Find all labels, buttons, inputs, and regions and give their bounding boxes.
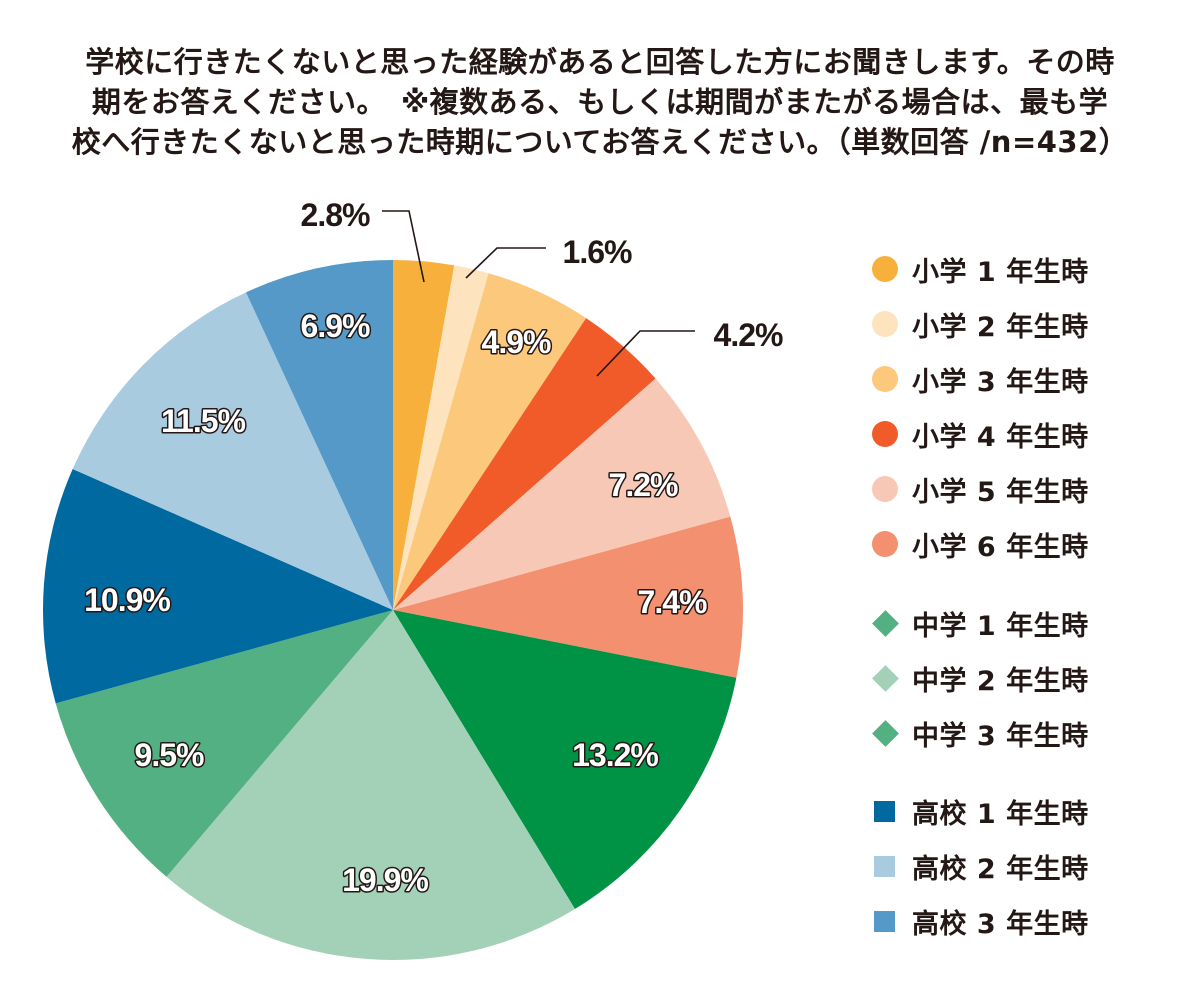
- chart-title-line-3: 校へ行きたくないと思った時期についてお答えください。（単数回答 /n=432）: [71, 125, 1129, 159]
- legend-swatch-diamond: [872, 719, 899, 747]
- slice-label-1: 2.8%: [301, 197, 370, 233]
- leader-line-1: [382, 210, 425, 283]
- legend-label: 小学 6 年生時: [912, 531, 1089, 563]
- pie-slice-5: [393, 378, 731, 610]
- legend-swatch-diamond: [872, 609, 899, 637]
- legend-swatch-circle: [872, 421, 898, 447]
- leader-line-2: [465, 247, 546, 279]
- pie-slice-9: [55, 610, 393, 877]
- legend-label: 小学 4 年生時: [912, 421, 1089, 453]
- pie-slice-8: [166, 610, 575, 961]
- legend-swatch-circle: [872, 531, 898, 557]
- slice-label-10: 10.9%: [84, 582, 170, 618]
- legend-item-3: 小学 3 年生時: [872, 359, 1089, 399]
- slice-label-6: 7.4%: [638, 584, 707, 620]
- pie-slice-7: [393, 610, 737, 909]
- slice-labels: 2.8% 1.6% 4.9% 4.2% 7.2% 7.4% 13.2% 19.9% 9.5% 10…: [83, 197, 784, 900]
- pie-slice-12: [245, 260, 393, 610]
- legend-swatch-square: [874, 855, 895, 877]
- legend-label: 小学 3 年生時: [912, 366, 1089, 398]
- pie-slice-3: [393, 273, 587, 610]
- slice-label-8: 19.9%: [342, 862, 428, 898]
- slice-label-4: 4.2%: [714, 317, 783, 353]
- legend-item-10: 高校 1 年生時: [872, 791, 1089, 831]
- legend-item-5: 小学 5 年生時: [872, 469, 1089, 509]
- leader-line-4: [596, 330, 695, 377]
- pie-slice-10: [43, 468, 393, 704]
- pie-slice-1: [393, 260, 455, 610]
- pie-slice-4: [393, 318, 656, 610]
- legend-item-8: 中学 2 年生時: [872, 658, 1089, 698]
- pie-slice-6: [393, 516, 743, 678]
- slice-label-7: 13.2%: [572, 737, 658, 773]
- slice-label-3: 4.9%: [482, 324, 551, 360]
- chart-title: 学校に行きたくないと思った経験があると回答した方にお聞きします。その時 期をお答…: [30, 42, 1170, 162]
- pie-slice-2: [393, 265, 489, 610]
- slice-label-2: 1.6%: [563, 234, 632, 270]
- slice-label-11: 11.5%: [161, 403, 246, 439]
- legend-swatch-circle: [872, 366, 898, 392]
- legend-label: 中学 2 年生時: [912, 665, 1089, 697]
- pie-slices: [43, 260, 743, 961]
- legend-item-4: 小学 4 年生時: [872, 414, 1089, 454]
- legend-swatch-square: [874, 800, 895, 822]
- leader-lines: [382, 210, 695, 377]
- legend-swatch-circle: [872, 311, 898, 337]
- legend-label: 高校 3 年生時: [912, 908, 1089, 940]
- chart-title-line-1: 学校に行きたくないと思った経験があると回答した方にお聞きします。その時: [85, 45, 1115, 79]
- legend-item-12: 高校 3 年生時: [872, 901, 1089, 941]
- slice-label-5: 7.2%: [609, 467, 678, 503]
- pie-slice-11: [72, 292, 394, 610]
- legend-label: 小学 1 年生時: [912, 256, 1089, 288]
- legend-label: 高校 1 年生時: [912, 798, 1089, 830]
- legend-swatch-circle: [872, 256, 898, 282]
- legend-swatch-circle: [872, 476, 898, 502]
- legend: 小学 1 年生時 小学 2 年生時 小学 3 年生時 小学 4 年生時 小学 5 年生時…: [872, 249, 1192, 949]
- legend-label: 小学 2 年生時: [912, 311, 1089, 343]
- legend-item-11: 高校 2 年生時: [872, 846, 1089, 886]
- legend-item-2: 小学 2 年生時: [872, 304, 1089, 344]
- legend-label: 中学 3 年生時: [912, 720, 1089, 752]
- legend-label: 小学 5 年生時: [912, 476, 1089, 508]
- legend-item-9: 中学 3 年生時: [872, 713, 1089, 753]
- slice-label-9: 9.5%: [135, 737, 204, 773]
- slice-label-12: 6.9%: [301, 308, 370, 344]
- legend-label: 高校 2 年生時: [912, 853, 1089, 885]
- legend-item-7: 中学 1 年生時: [872, 603, 1089, 643]
- legend-swatch-square: [874, 910, 895, 932]
- legend-label: 中学 1 年生時: [912, 610, 1089, 642]
- legend-item-1: 小学 1 年生時: [872, 249, 1089, 289]
- legend-item-6: 小学 6 年生時: [872, 524, 1089, 564]
- legend-swatch-diamond: [872, 664, 899, 692]
- chart-title-line-2: 期をお答えください。 ※複数ある、もしくは期間がまたがる場合は、最も学: [91, 85, 1109, 119]
